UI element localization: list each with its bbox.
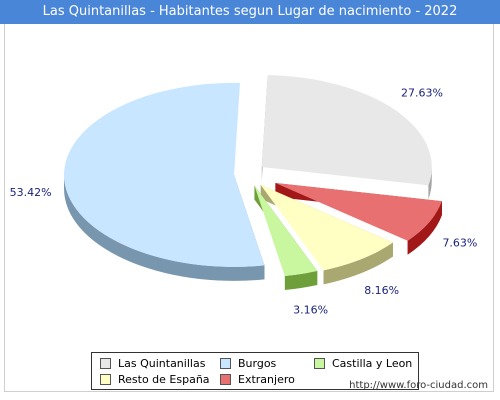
pie-side-castilla-y-leon [284, 271, 318, 291]
pie-tops [64, 75, 442, 277]
legend-item: Las Quintanillas [100, 357, 205, 371]
legend-label: Castilla y Leon [332, 357, 413, 370]
legend-swatch [220, 357, 231, 369]
legend-item: Castilla y Leon [314, 357, 412, 371]
legend-label: Las Quintanillas [118, 357, 206, 370]
legend-swatch [100, 373, 111, 385]
value-labels: 27.63% 7.63% 8.16% 3.16% 53.42% [10, 87, 478, 317]
pie-side-resto-de-espa-a [323, 242, 393, 285]
pie-slice-extranjero[interactable] [275, 182, 442, 241]
legend-swatch [314, 357, 325, 369]
value-label: 8.16% [364, 284, 399, 297]
pie-slice-burgos[interactable] [64, 82, 265, 267]
source-url[interactable]: http://www.foro-ciudad.com [349, 380, 488, 391]
value-label: 7.63% [442, 236, 477, 249]
legend-label: Burgos [238, 357, 277, 370]
pie-slice-las-quintanillas[interactable] [261, 75, 432, 186]
legend-item: Resto de España [100, 373, 210, 387]
legend-swatch [100, 357, 111, 369]
pie-side-extranjero [407, 201, 442, 255]
pie-slice-resto-de-espa-a[interactable] [260, 184, 393, 271]
plot-area: 27.63% 7.63% 8.16% 3.16% 53.42% Las Quintani… [4, 24, 494, 392]
chart-title: Las Quintanillas - Habitantes segun Luga… [0, 0, 500, 24]
pie-slice-castilla-y-leon[interactable] [254, 185, 318, 277]
legend-item: Extranjero [220, 373, 295, 387]
value-label: 53.42% [10, 186, 52, 199]
pie-side-burgos [64, 174, 265, 281]
legend-label: Extranjero [238, 373, 295, 386]
pie-chart: 27.63% 7.63% 8.16% 3.16% 53.42% [10, 75, 478, 317]
legend-swatch [220, 373, 231, 385]
pie-side-las-quintanillas [428, 167, 432, 200]
value-label: 27.63% [401, 87, 443, 100]
value-label: 3.16% [293, 303, 328, 316]
legend: Las Quintanillas Burgos Castilla y Leon Res… [91, 352, 419, 390]
legend-label: Resto de España [118, 373, 210, 386]
legend-item: Burgos [220, 357, 276, 371]
